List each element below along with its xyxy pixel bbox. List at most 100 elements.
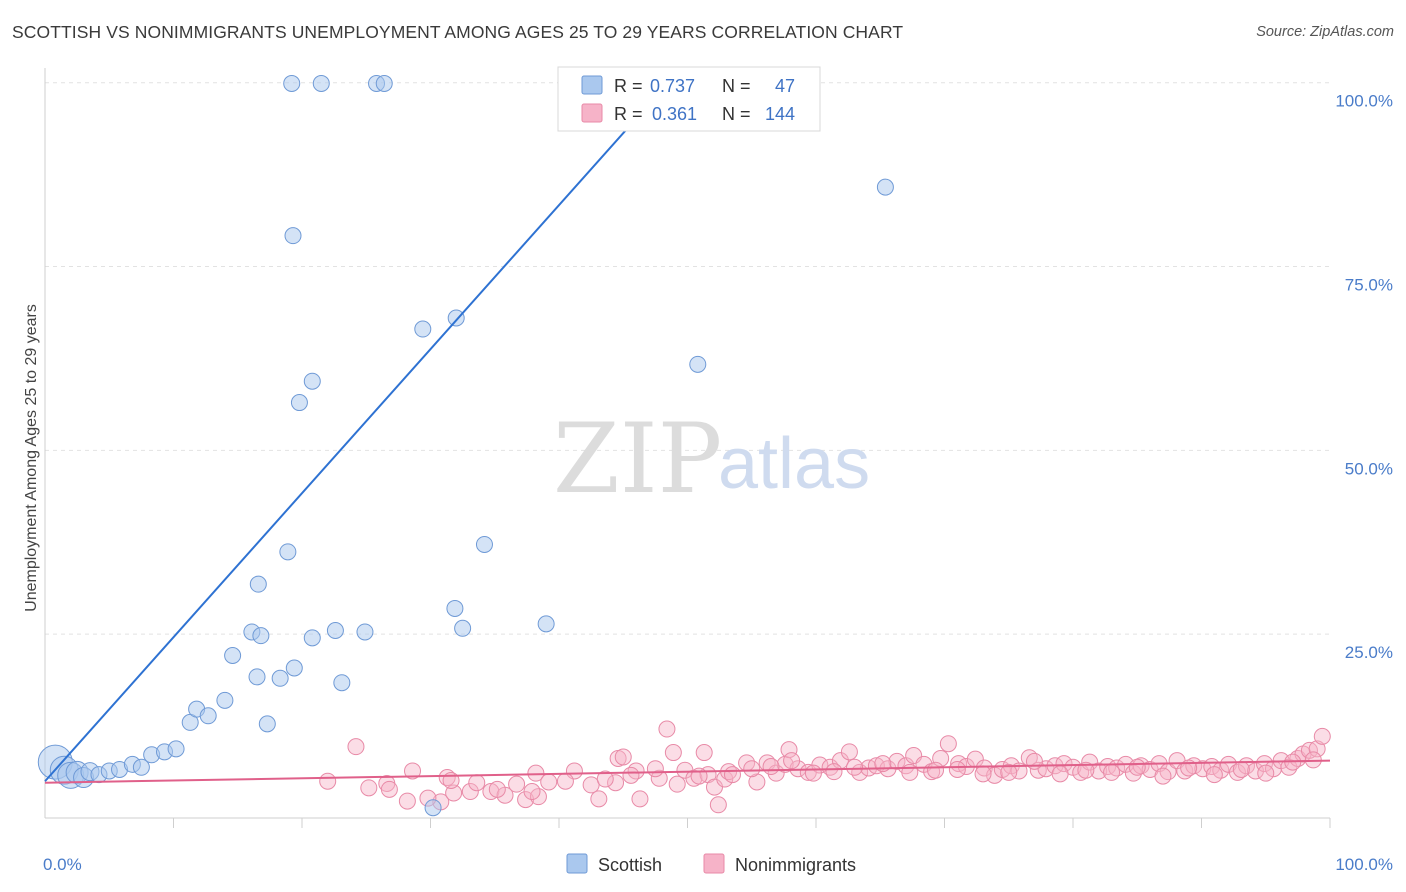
- scottish-point: [199, 707, 217, 725]
- nonimmigrants-point: [1154, 767, 1172, 785]
- nonimmigrants-point: [1313, 727, 1331, 745]
- legend-n-value-scottish: 47: [775, 76, 795, 96]
- nonimmigrants-point: [582, 776, 600, 794]
- scottish-point: [216, 691, 234, 709]
- y-axis-label: Unemployment Among Ages 25 to 29 years: [23, 304, 40, 612]
- nonimmigrants-point: [825, 763, 843, 781]
- nonimmigrants-point: [1025, 752, 1043, 770]
- nonimmigrants-point: [948, 760, 966, 778]
- nonimmigrants-point: [398, 792, 416, 810]
- nonimmigrants-point: [780, 741, 798, 759]
- scottish-point: [454, 619, 472, 637]
- nonimmigrants-point: [445, 784, 463, 802]
- nonimmigrants-point: [927, 761, 945, 779]
- scottish-point: [414, 320, 432, 338]
- scottish-point: [375, 74, 393, 92]
- scottish-point: [446, 599, 464, 617]
- scottish-point: [285, 659, 303, 677]
- nonimmigrants-point: [723, 766, 741, 784]
- y-tick-label-50: 50.0%: [1345, 459, 1393, 478]
- nonimmigrants-point: [1103, 763, 1121, 781]
- trend-lines: [44, 82, 1331, 784]
- nonimmigrants-point: [404, 762, 422, 780]
- scottish-point: [283, 74, 301, 92]
- scottish-point: [312, 74, 330, 92]
- scottish-point: [290, 394, 308, 412]
- legend-box: R = 0.737 N = 47 R = 0.361 N = 144: [557, 66, 821, 132]
- nonimmigrants-point: [664, 744, 682, 762]
- nonimmigrants-point: [1205, 766, 1223, 784]
- scottish-point: [424, 799, 442, 817]
- watermark: ZIP atlas: [553, 403, 870, 515]
- x-tick-labels: 0.0% 100.0%: [43, 855, 1393, 874]
- scottish-point: [303, 372, 321, 390]
- scottish-point: [333, 674, 351, 692]
- nonimmigrants-point: [1055, 755, 1073, 773]
- nonimmigrants-point: [614, 748, 632, 766]
- nonimmigrants-point: [709, 796, 727, 814]
- scottish-point: [252, 627, 270, 645]
- scottish-point: [167, 740, 185, 758]
- y-tick-label-75: 75.0%: [1345, 276, 1393, 295]
- nonimmigrants-point: [748, 773, 766, 791]
- nonimmigrants-point: [622, 766, 640, 784]
- nonimmigrants-point: [695, 744, 713, 762]
- legend-n-value-nonimmigrants: 144: [765, 104, 795, 124]
- nonimmigrants-point: [607, 774, 625, 792]
- bottom-legend-swatch-scottish: [566, 853, 588, 874]
- nonimmigrants-point: [631, 790, 649, 808]
- legend-swatch-scottish: [581, 75, 603, 95]
- chart-title: SCOTTISH VS NONIMMIGRANTS UNEMPLOYMENT A…: [12, 22, 904, 42]
- nonimmigrants-point: [468, 774, 486, 792]
- nonimmigrants-point: [523, 783, 541, 801]
- scottish-point: [537, 615, 555, 633]
- chart-source: Source: ZipAtlas.com: [1256, 24, 1394, 40]
- x-tick-marks: [173, 818, 1331, 828]
- scottish-point: [326, 622, 344, 639]
- legend-r-label-scottish: R =: [614, 76, 643, 96]
- nonimmigrants-point: [590, 790, 608, 808]
- scottish-point: [271, 669, 289, 687]
- nonimmigrants-point: [1128, 758, 1146, 776]
- nonimmigrants-point: [939, 735, 957, 753]
- scottish-point: [279, 543, 297, 561]
- bottom-legend: Scottish Nonimmigrants: [566, 853, 856, 875]
- scottish-point: [303, 629, 321, 647]
- nonimmigrants-point: [540, 773, 558, 791]
- legend-r-value-scottish: 0.737: [650, 76, 695, 96]
- legend-r-label-nonimmigrants: R =: [614, 104, 643, 124]
- scottish-point: [249, 575, 267, 593]
- scottish-point: [356, 623, 374, 641]
- nonimmigrants-point: [488, 780, 506, 798]
- watermark-zip: ZIP: [553, 403, 722, 515]
- scottish-point: [224, 647, 242, 664]
- scottish-trend-line: [44, 82, 669, 782]
- bottom-legend-label-scottish: Scottish: [598, 855, 662, 875]
- bottom-legend-swatch-nonimmigrants: [703, 853, 725, 874]
- nonimmigrants-point: [1308, 740, 1326, 758]
- legend-swatch-nonimmigrants: [581, 103, 603, 123]
- scottish-point: [258, 715, 276, 733]
- nonimmigrants-point: [380, 780, 398, 798]
- nonimmigrants-point: [1090, 762, 1108, 780]
- nonimmigrants-point: [1246, 762, 1264, 780]
- nonimmigrants-point: [840, 743, 858, 761]
- nonimmigrants-point: [1232, 760, 1250, 778]
- gridlines: [45, 82, 1330, 635]
- nonimmigrants-point: [482, 783, 500, 801]
- legend-n-label-scottish: N =: [722, 76, 751, 96]
- nonimmigrants-point: [319, 772, 337, 790]
- scottish-point: [876, 178, 894, 196]
- nonimmigrants-point: [646, 760, 664, 778]
- scottish-point: [447, 309, 465, 327]
- scottish-point: [132, 758, 150, 776]
- legend-r-value-nonimmigrants: 0.361: [652, 104, 697, 124]
- nonimmigrants-point: [804, 764, 822, 782]
- nonimmigrants-point: [974, 765, 992, 783]
- scottish-point: [689, 355, 707, 373]
- nonimmigrants-point: [1077, 761, 1095, 779]
- nonimmigrants-point: [1081, 753, 1099, 771]
- y-tick-label-25: 25.0%: [1345, 643, 1393, 662]
- nonimmigrants-point: [508, 775, 526, 793]
